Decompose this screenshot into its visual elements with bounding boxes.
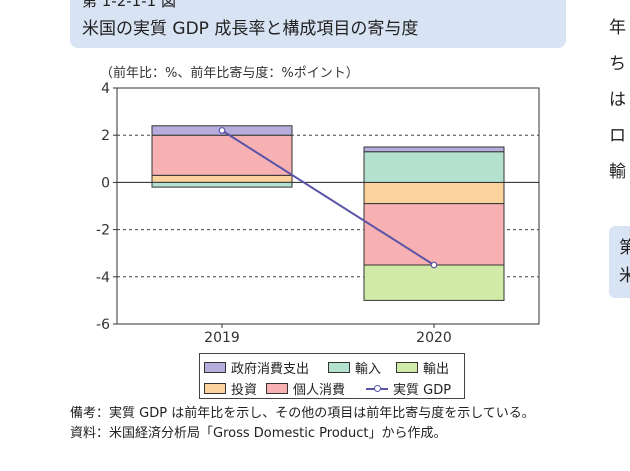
notes: 備考：実質 GDP は前年比を示し、その他の項目は前年比寄与度を示している。 資… [70,404,535,444]
side-char-2: ち [609,54,626,74]
bar-segment [363,151,505,183]
side-tab-text: 第 米 [619,234,630,290]
gdp-point [218,127,226,134]
bar-segment [363,181,505,205]
legend-label-government: 政府消費支出 [231,362,310,377]
side-column-text: 年 ち は ロ 輸 [609,10,626,190]
bar-segment [363,146,505,153]
bar-segment [151,134,293,176]
y-tick-label: 4 [101,81,110,97]
bar-segment [151,174,293,183]
side-char-3: は [609,90,626,110]
side-char-5: 輸 [609,162,626,182]
legend-swatch-consumption [266,383,288,394]
bar-segment [363,264,505,301]
x-tick-label: 2020 [416,330,452,346]
legend-item-imports: 輸入 [328,358,381,377]
figure-title: 米国の実質 GDP 成長率と構成項目の寄与度 [82,19,419,39]
y-tick-label: -6 [96,317,110,333]
legend-label-real-gdp: 実質 GDP [393,383,452,398]
legend-swatch-government [204,362,226,373]
legend-item-consumption: 個人消費 [266,379,345,398]
y-tick-label: 2 [101,128,110,144]
legend-item-real-gdp: 実質 GDP [366,379,451,398]
figure-number: 第 1-2-1-1 図 [82,0,176,10]
legend-swatch-imports [328,362,350,373]
note-source: 資料：米国経済分析局「Gross Domestic Product」から作成。 [70,426,447,441]
y-tick-label: -4 [96,270,110,286]
y-tick-label: 0 [101,175,110,191]
gdp-point [430,261,438,269]
x-tick-label: 2019 [204,330,240,346]
side-tab-char-2: 米 [619,266,630,286]
legend-label-exports: 輸出 [423,362,450,377]
gdp-line [221,129,435,266]
legend-label-consumption: 個人消費 [293,383,346,398]
side-tab-char-1: 第 [619,238,630,258]
note-remarks: 備考：実質 GDP は前年比を示し、その他の項目は前年比寄与度を示している。 [70,406,535,421]
figure-title-box: 第 1-2-1-1 図 米国の実質 GDP 成長率と構成項目の寄与度 [70,0,566,48]
legend-item-government: 政府消費支出 [204,358,309,377]
legend-item-exports: 輸出 [396,358,449,377]
legend-label-imports: 輸入 [355,362,382,377]
legend-label-investment: 投資 [231,383,258,398]
bar-segment [151,181,293,188]
legend-item-investment: 投資 [204,379,257,398]
legend: 政府消費支出 輸入 輸出 投資 個人消費 実質 GDP [199,353,465,399]
legend-swatch-investment [204,383,226,394]
y-tick-label: -2 [96,223,110,239]
side-figure-tab: 第 米 [609,226,630,298]
legend-swatch-real-gdp [366,383,388,394]
legend-swatch-exports [396,362,418,373]
side-char-1: 年 [609,18,626,38]
unit-note: （前年比：%、前年比寄与度：%ポイント） [100,66,359,81]
side-char-4: ロ [609,126,626,146]
